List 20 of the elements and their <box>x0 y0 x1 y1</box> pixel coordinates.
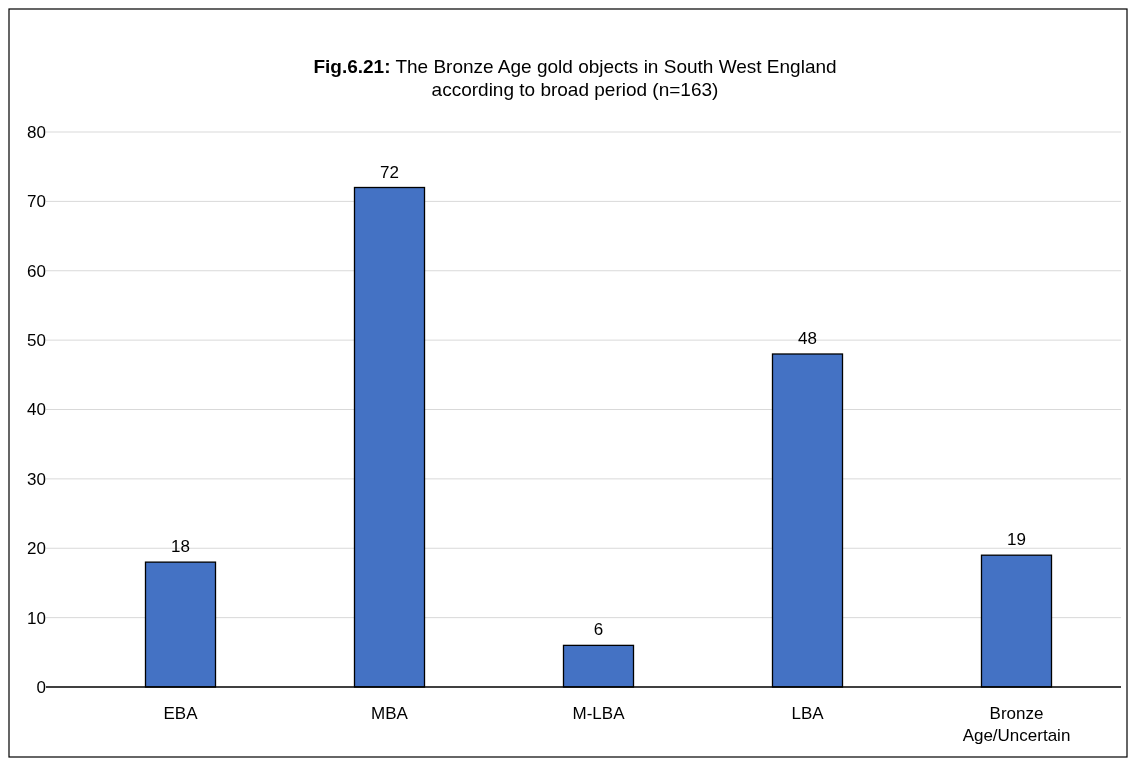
y-tick-label: 10 <box>27 608 46 628</box>
y-tick-label: 50 <box>27 331 46 351</box>
data-label: 72 <box>380 162 399 182</box>
data-label: 6 <box>593 620 604 640</box>
x-tick-label: Bronze Age/Uncertain <box>962 704 1071 745</box>
x-tick-label: EBA <box>163 704 199 723</box>
chart-title: Fig.6.21: The Bronze Age gold objects in South West England according to broad period (n=163) <box>313 56 837 100</box>
data-label: 18 <box>171 537 190 557</box>
y-tick-label: 0 <box>36 677 46 697</box>
y-tick-label: 20 <box>27 539 46 559</box>
data-label: 19 <box>1007 530 1026 550</box>
y-tick-label: 30 <box>27 469 46 489</box>
y-tick-label: 70 <box>27 192 46 212</box>
x-tick-label: LBA <box>791 704 825 723</box>
y-tick-label: 80 <box>27 122 46 142</box>
y-tick-label: 40 <box>27 400 46 420</box>
y-tick-label: 60 <box>27 261 46 281</box>
data-label: 48 <box>798 329 817 348</box>
x-tick-label: M-LBA <box>572 704 626 723</box>
x-tick-label: MBA <box>371 704 409 723</box>
